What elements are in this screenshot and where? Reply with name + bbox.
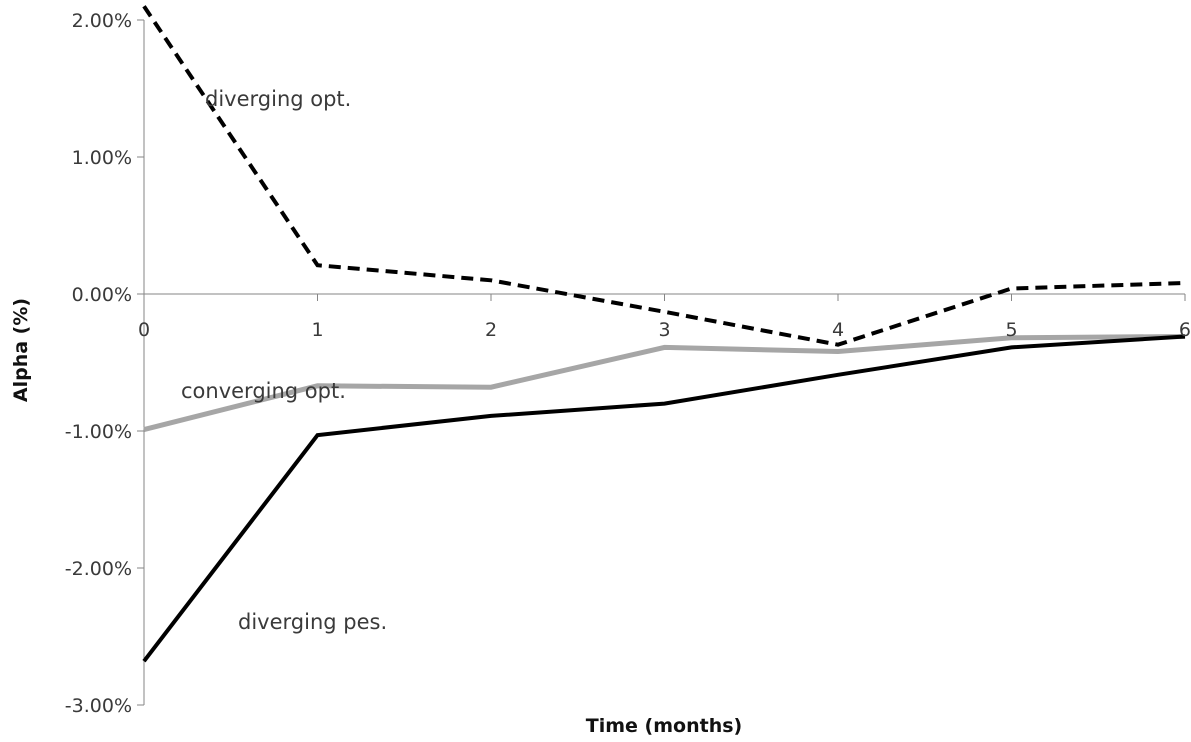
series-line-diverging-opt (142, 5, 1186, 347)
series-labels: diverging opt. converging opt. diverging p… (181, 87, 387, 634)
x-tick-label: 5 (1005, 319, 1017, 341)
series-lines (142, 5, 1186, 663)
y-tick-label: -2.00% (65, 558, 132, 580)
x-tick-label: 2 (485, 319, 497, 341)
series-line-diverging-pes (142, 334, 1186, 663)
series-line-converging-opt (143, 334, 1186, 433)
series-label: diverging pes. (238, 610, 387, 634)
x-axis-title: Time (months) (586, 715, 742, 737)
y-tick-label: -3.00% (65, 695, 132, 717)
y-tick-label: 2.00% (72, 10, 132, 32)
axes (137, 19, 1186, 706)
x-tick-label: 6 (1179, 319, 1191, 341)
y-tick-label: 1.00% (72, 147, 132, 169)
y-axis-title: Alpha (%) (10, 298, 32, 402)
y-tick-label: -1.00% (65, 421, 132, 443)
x-tick-label: 4 (832, 319, 844, 341)
x-tick-label: 3 (658, 319, 670, 341)
tick-labels: 2.00% 1.00% 0.00% -1.00% -2.00% -3.00% 0 1 2 3 4 5 6 (65, 10, 1191, 717)
y-tick-label: 0.00% (72, 284, 132, 306)
series-label: diverging opt. (205, 87, 351, 111)
series-label: converging opt. (181, 379, 346, 403)
x-tick-label: 0 (138, 319, 150, 341)
x-tick-label: 1 (311, 319, 323, 341)
